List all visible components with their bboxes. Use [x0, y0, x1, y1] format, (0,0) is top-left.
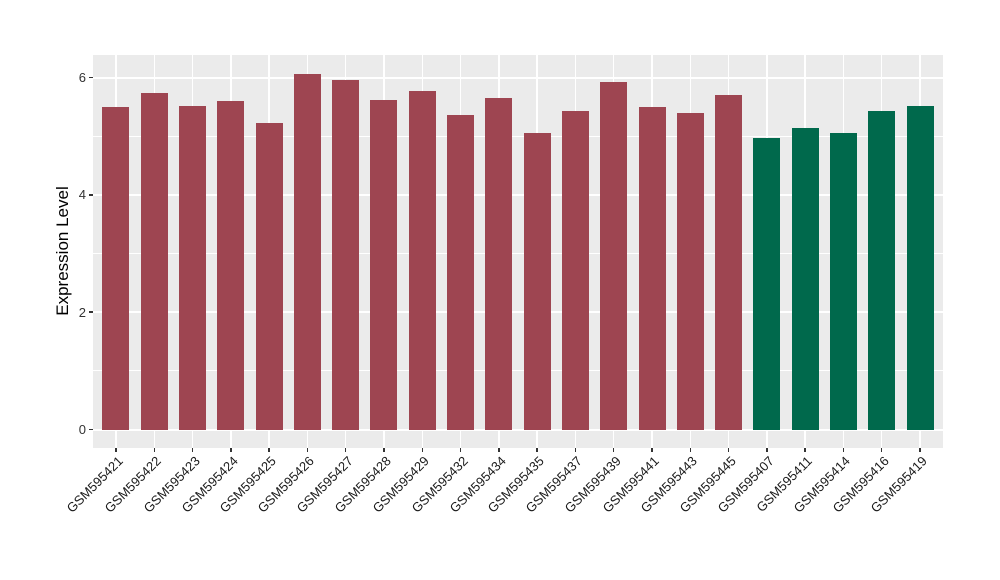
bar-GSM595429	[408, 91, 436, 430]
bar-GSM595435	[523, 133, 551, 430]
bar-GSM595426	[293, 74, 321, 430]
x-axis-tick	[421, 448, 424, 452]
x-axis-tick	[153, 448, 155, 452]
gridline-minor-y	[93, 253, 943, 255]
x-axis-tick	[804, 448, 806, 452]
bar-GSM595427	[332, 79, 360, 430]
gridline-major-y	[93, 193, 943, 196]
bar-GSM595411	[791, 128, 819, 430]
gridline-major-y	[93, 76, 943, 79]
x-axis-tick	[574, 448, 577, 452]
x-axis-tick	[727, 448, 730, 452]
gridline-major-y	[93, 428, 943, 431]
bar-GSM595428	[370, 99, 398, 430]
bar-GSM595425	[255, 122, 283, 430]
x-axis-tick	[268, 448, 270, 452]
x-axis-tick	[919, 448, 921, 452]
plot-panel	[93, 55, 943, 448]
y-axis-tick	[89, 428, 93, 431]
bar-GSM595421	[102, 107, 130, 430]
bar-GSM595445	[715, 94, 743, 430]
bar-GSM595439	[600, 81, 628, 430]
x-axis-tick	[880, 448, 883, 452]
x-axis-tick	[766, 448, 768, 452]
bar-GSM595416	[868, 111, 896, 430]
y-tick-label: 2	[78, 304, 86, 320]
bar-GSM595434	[485, 98, 513, 430]
x-axis-tick	[230, 448, 232, 452]
y-axis-tick	[89, 194, 93, 196]
gridline-major-y	[93, 311, 943, 314]
bar-GSM595441	[638, 107, 666, 430]
y-axis-tick	[89, 76, 93, 79]
gridline-minor-y	[93, 135, 943, 137]
bar-GSM595432	[447, 115, 475, 430]
x-axis-tick	[498, 448, 500, 452]
bar-GSM595423	[179, 106, 207, 430]
y-tick-label: 4	[78, 187, 86, 203]
bar-GSM595414	[829, 133, 857, 430]
x-axis-tick	[612, 448, 615, 452]
y-tick-label: 6	[78, 70, 86, 86]
bar-GSM595407	[753, 137, 781, 430]
x-axis-tick	[651, 448, 653, 452]
x-axis-tick	[191, 448, 194, 452]
x-axis-tick	[536, 448, 538, 452]
y-axis-tick	[89, 311, 93, 313]
bar-GSM595422	[140, 92, 168, 430]
bar-GSM595437	[561, 111, 589, 430]
x-axis-tick	[459, 448, 462, 452]
x-axis-tick	[344, 448, 347, 452]
bar-GSM595443	[676, 112, 704, 430]
x-axis-tick	[689, 448, 692, 452]
x-axis-tick	[383, 448, 385, 452]
bar-GSM595419	[906, 105, 934, 430]
gridline-minor-y	[93, 370, 943, 372]
y-tick-label: 0	[78, 422, 86, 438]
bar-GSM595424	[217, 101, 245, 430]
y-axis-title: Expression Level	[53, 186, 72, 316]
x-axis-tick	[115, 448, 117, 452]
x-axis-tick	[306, 448, 309, 452]
x-axis-tick	[842, 448, 845, 452]
